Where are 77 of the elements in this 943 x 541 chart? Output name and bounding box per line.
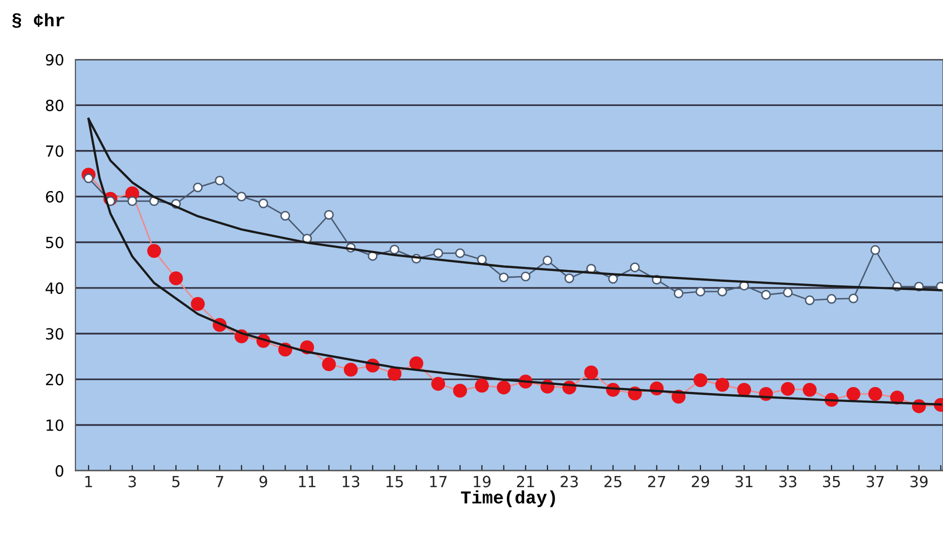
point <box>236 192 246 202</box>
point <box>498 272 509 282</box>
point <box>564 273 574 284</box>
point <box>717 286 728 296</box>
x-tick-label: 19 <box>474 476 491 488</box>
point <box>584 366 598 380</box>
point <box>780 382 795 396</box>
y-tick-label: 30 <box>46 328 64 340</box>
point <box>127 196 138 206</box>
x-tick-label: 37 <box>866 476 884 488</box>
y-tick-label: 40 <box>46 282 64 294</box>
point <box>826 294 836 304</box>
point <box>455 248 465 258</box>
x-tick-label: 13 <box>342 476 360 488</box>
point <box>715 378 730 392</box>
point <box>846 386 860 401</box>
point <box>520 272 530 282</box>
x-tick-label: 31 <box>736 476 752 488</box>
point <box>147 244 162 258</box>
x-tick-label: 23 <box>560 476 578 488</box>
x-tick-label: 25 <box>604 476 622 488</box>
x-tick-label: 9 <box>259 476 268 488</box>
point <box>388 366 402 381</box>
point <box>804 295 815 306</box>
point <box>477 254 487 264</box>
x-tick-label: 3 <box>128 476 136 488</box>
x-tick-label: 1 <box>85 476 92 488</box>
point <box>802 382 817 397</box>
point <box>190 296 205 311</box>
x-tick-label: 11 <box>299 476 316 488</box>
x-tick-label: 35 <box>822 476 840 488</box>
point <box>693 373 708 388</box>
point <box>169 271 183 286</box>
point <box>409 356 424 370</box>
y-tick-label: 20 <box>46 374 64 386</box>
x-axis-title: Time(day) <box>460 490 555 508</box>
point <box>696 286 706 296</box>
point <box>433 248 444 258</box>
y-tick-label: 70 <box>46 145 64 157</box>
point <box>542 256 552 266</box>
point <box>630 262 640 272</box>
point <box>761 290 771 300</box>
x-tick-label: 15 <box>386 476 403 488</box>
point <box>608 274 618 284</box>
y-tick-label: 10 <box>46 419 64 432</box>
point <box>390 244 400 254</box>
x-tick-label: 29 <box>692 476 710 488</box>
point <box>324 210 334 220</box>
point <box>322 357 336 372</box>
point <box>848 294 858 304</box>
point <box>782 288 793 298</box>
y-tick-label: 90 <box>46 54 64 66</box>
point <box>258 198 268 208</box>
point <box>474 378 489 393</box>
point <box>344 362 358 377</box>
point <box>453 384 467 398</box>
y-axis-title: § ¢hr <box>12 13 64 28</box>
x-tick-label: 5 <box>172 476 180 488</box>
point <box>674 288 684 298</box>
point <box>214 176 225 186</box>
x-tick-label: 7 <box>216 476 224 488</box>
y-tick-label: 0 <box>56 465 64 477</box>
point <box>868 386 882 401</box>
point <box>737 382 752 397</box>
y-tick-label: 80 <box>46 100 64 112</box>
y-tick-label: 50 <box>46 236 64 248</box>
point <box>192 182 203 192</box>
point <box>431 376 446 391</box>
point <box>870 245 880 255</box>
point <box>496 380 511 394</box>
x-tick-label: 21 <box>517 476 534 488</box>
x-tick-label: 33 <box>779 476 796 488</box>
x-tick-label: 39 <box>910 476 928 488</box>
y-tick-label: 60 <box>46 191 64 203</box>
x-tick-label: 17 <box>430 476 447 488</box>
point <box>280 210 290 221</box>
x-tick-label: 27 <box>648 476 666 488</box>
